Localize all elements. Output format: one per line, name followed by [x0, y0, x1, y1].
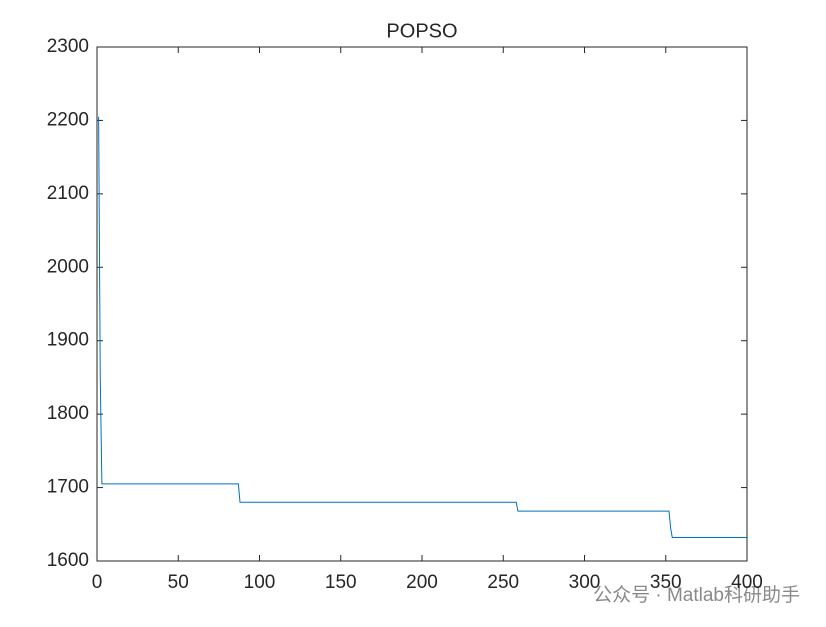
y-tick-label: 2100 — [47, 183, 89, 204]
y-tick-label: 1700 — [47, 477, 89, 498]
x-tick-label: 100 — [244, 572, 276, 593]
x-tick-label: 350 — [650, 572, 682, 593]
y-tick-label: 2200 — [47, 109, 89, 130]
y-tick-label: 2000 — [47, 256, 89, 277]
x-tick-label: 50 — [168, 572, 189, 593]
line-series — [98, 116, 747, 538]
x-tick-label: 150 — [325, 572, 357, 593]
chart-title: POPSO — [386, 20, 457, 42]
x-tick-label: 200 — [406, 572, 438, 593]
x-tick-label: 300 — [569, 572, 601, 593]
x-tick-label: 400 — [731, 572, 763, 593]
y-tick-label: 2300 — [47, 36, 89, 57]
x-tick-label: 250 — [487, 572, 519, 593]
y-tick-label: 1900 — [47, 330, 89, 351]
y-tick-label: 1800 — [47, 403, 89, 424]
watermark: 公众号 · Matlab科研助手 — [593, 584, 800, 606]
x-tick-label: 0 — [92, 572, 103, 593]
y-tick-label: 1600 — [47, 550, 89, 571]
